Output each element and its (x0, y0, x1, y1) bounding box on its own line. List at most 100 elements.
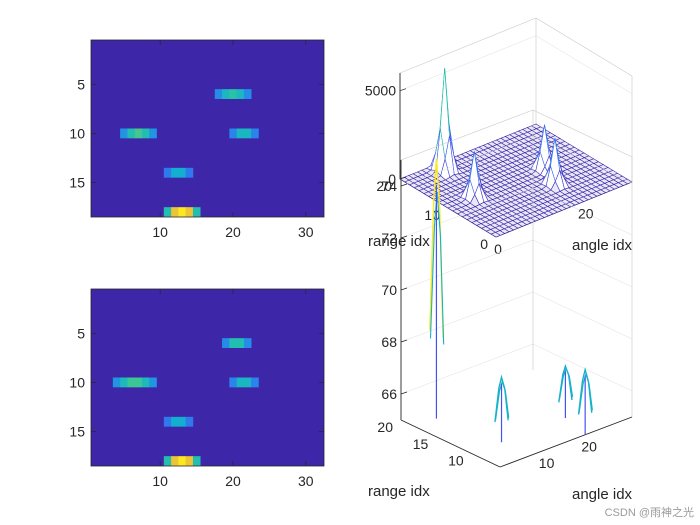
box-edge (399, 17, 537, 74)
heatmap-cell (171, 207, 179, 217)
grid-line (532, 187, 633, 236)
heatmap-top-left: 10 20 30 5 10 15 (69, 39, 325, 240)
axes-frame (90, 288, 325, 467)
x-tick-label: 20 (225, 473, 241, 489)
heatmap-cell (178, 416, 186, 427)
grid-line (532, 135, 633, 184)
heatmap-cell (236, 377, 245, 388)
grid-line (532, 343, 633, 392)
heatmap-cell (127, 128, 135, 139)
grid-line (535, 35, 633, 94)
z-tick-label: 5000 (365, 83, 396, 99)
y-tick-label: 5 (77, 76, 85, 92)
x-tick-label: 20 (581, 439, 597, 455)
grid-line (399, 35, 537, 91)
x-tick-label: 10 (152, 224, 168, 240)
z-tick-label: 68 (381, 334, 397, 350)
heatmap-cell (251, 377, 259, 388)
heatmap-cell (134, 377, 143, 388)
axis-range (400, 419, 501, 468)
axis-angle (499, 416, 633, 468)
heatmap-cell (127, 377, 135, 388)
heatmap-cell (112, 377, 121, 388)
x-tick-label: 20 (225, 224, 241, 240)
y-axis-label: range idx (368, 233, 430, 250)
y-tick-label: 5 (77, 325, 85, 341)
heatmap-cell (163, 416, 172, 427)
heatmap-cell (141, 377, 150, 388)
y-tick-label: 15 (413, 436, 429, 452)
heatmap-cell (171, 456, 179, 466)
peak-curve (558, 367, 574, 400)
heatmap-cell (178, 207, 186, 217)
grid-line (400, 291, 534, 343)
peak-curve (578, 372, 593, 413)
z-tick-mark (400, 391, 408, 395)
heatmap-cell (243, 89, 252, 99)
heatmap-cell (229, 338, 237, 348)
watermark: CSDN @雨神之光 (604, 507, 694, 519)
surface-patch (622, 178, 633, 185)
heatmap-cell (149, 128, 157, 139)
heatmap-cell (171, 167, 179, 178)
x-tick-label: 30 (298, 473, 314, 489)
heatmap-bottom-left: 10 20 30 5 10 15 (69, 288, 325, 489)
heatmap-cell (236, 128, 245, 139)
z-tick-label: 66 (381, 386, 397, 402)
y-tick-label: 10 (69, 374, 85, 390)
z-tick-label: 70 (381, 282, 397, 298)
box-edge (535, 17, 633, 77)
y-tick-label: 15 (69, 424, 85, 440)
grid-line (400, 343, 534, 395)
heatmap-cell (229, 377, 237, 388)
heatmap-cell (178, 456, 186, 466)
grid-line (400, 135, 534, 187)
heatmap-cell (236, 89, 245, 99)
x-tick-label: 20 (578, 206, 594, 222)
y-tick-label: 20 (376, 178, 392, 194)
y-axis-label: range idx (368, 483, 430, 500)
peak-curve (429, 192, 445, 345)
axes-frame (90, 39, 325, 218)
y-tick-label: 0 (480, 236, 488, 252)
x-tick-label: 10 (539, 455, 555, 471)
z-tick-label: 72 (381, 230, 397, 246)
y-tick-label: 10 (448, 453, 464, 469)
grid-line (532, 291, 633, 340)
heatmap-cell (229, 89, 237, 99)
heatmap-cell (149, 377, 157, 388)
x-axis-label: angle idx (572, 237, 633, 254)
heatmap-cell (120, 377, 128, 388)
grid-line (532, 239, 633, 288)
z-tick-mark (399, 88, 407, 91)
heatmap-cell (236, 338, 245, 348)
line-3d-bottom-right: 66 68 70 72 74 10 15 20 10 20 range idx angle idx (368, 109, 633, 503)
peak-curve (558, 363, 573, 403)
heatmap-cell (163, 167, 172, 178)
z-tick-label: 74 (381, 178, 397, 194)
heatmap-cell (163, 207, 172, 217)
heatmap-cell (251, 128, 259, 139)
heatmap-cell (178, 167, 186, 178)
heatmap-cell (222, 338, 230, 348)
z-tick-mark (400, 339, 408, 343)
heatmap-cell (141, 128, 150, 139)
heatmap-cell (243, 128, 252, 139)
heatmap-cell (185, 207, 194, 217)
heatmap-cell (192, 207, 201, 217)
y-tick-label: 10 (424, 207, 440, 223)
grid-line (400, 239, 534, 291)
heatmap-cell (214, 89, 223, 99)
heatmap-cell (134, 128, 143, 139)
z-tick-mark (400, 287, 408, 291)
x-tick-label: 0 (494, 241, 502, 257)
box-edge (532, 109, 633, 158)
y-tick-label: 20 (377, 419, 393, 435)
heatmap-cell (222, 89, 230, 99)
y-tick-label: 15 (69, 175, 85, 191)
heatmap-cell (243, 377, 252, 388)
heatmap-cell (163, 456, 172, 466)
heatmap-cell (243, 338, 252, 348)
heatmap-cell (185, 416, 194, 427)
